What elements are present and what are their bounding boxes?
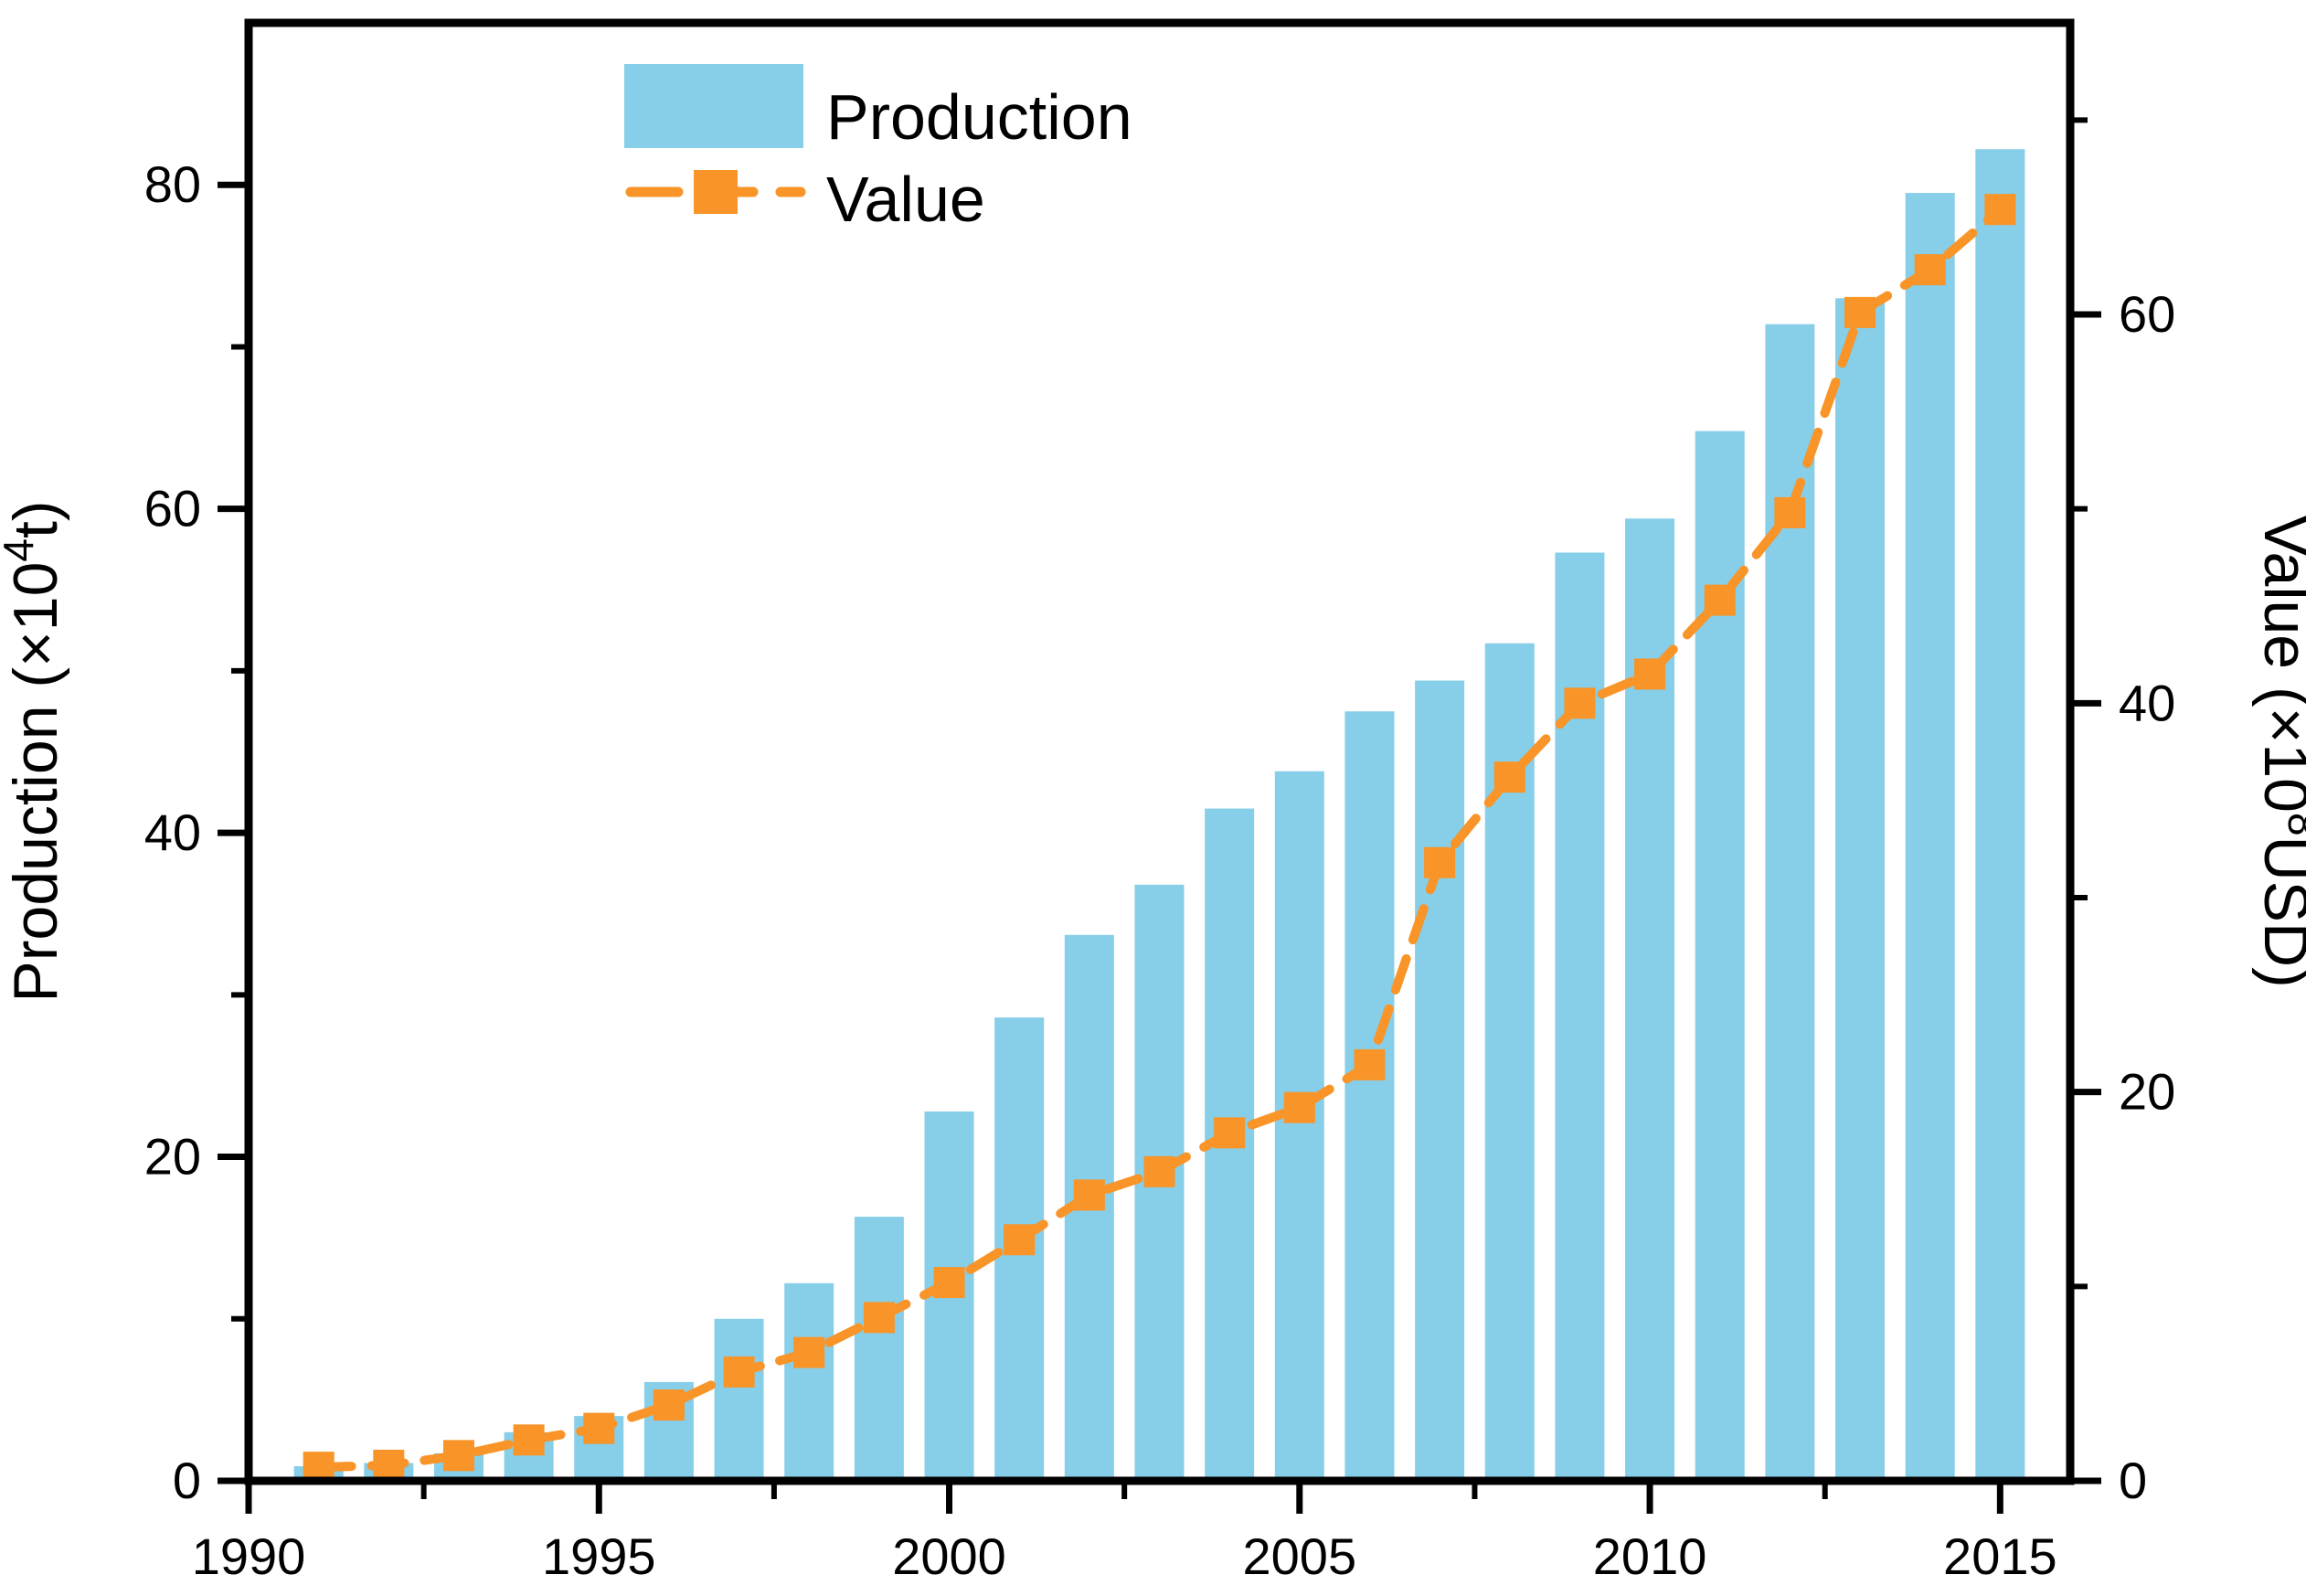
production-bar — [1344, 711, 1395, 1481]
value-marker — [1774, 496, 1806, 528]
left-tick-label: 40 — [144, 803, 201, 861]
x-tick-label: 1995 — [542, 1527, 656, 1585]
value-marker — [1564, 687, 1596, 719]
x-tick-label: 1990 — [192, 1527, 306, 1585]
legend-production-swatch — [624, 64, 803, 148]
production-bar — [784, 1282, 834, 1481]
value-marker — [513, 1424, 545, 1456]
x-tick-label: 2005 — [1243, 1527, 1357, 1585]
value-marker — [1073, 1179, 1105, 1211]
value-marker — [1634, 658, 1666, 690]
value-marker — [1844, 296, 1876, 328]
value-line-series — [303, 194, 2016, 1484]
value-marker — [653, 1389, 685, 1421]
x-tick-label: 2000 — [892, 1527, 1006, 1585]
production-bar — [1835, 298, 1886, 1481]
plot-border — [244, 18, 2075, 1485]
production-bar — [1975, 149, 2025, 1481]
left-tick-label: 0 — [173, 1452, 201, 1509]
value-marker — [1214, 1117, 1246, 1149]
left-tick-label: 80 — [144, 155, 201, 213]
left-tick-label: 60 — [144, 480, 201, 537]
value-marker — [933, 1267, 965, 1299]
value-marker — [793, 1336, 825, 1368]
value-marker — [373, 1449, 405, 1481]
x-tick-label: 2015 — [1943, 1527, 2057, 1585]
value-marker — [1984, 194, 2016, 226]
right-tick-label: 60 — [2119, 285, 2175, 343]
production-bar — [854, 1217, 904, 1481]
value-marker — [442, 1440, 474, 1472]
production-bar — [1415, 680, 1465, 1481]
left-tick-label: 20 — [144, 1128, 201, 1186]
right-axis-title: Value (×108USD) — [2251, 515, 2306, 988]
value-marker — [1704, 584, 1736, 616]
legend-value-label: Value — [826, 164, 985, 235]
value-marker — [583, 1412, 615, 1444]
value-marker — [1354, 1048, 1386, 1080]
legend-value-marker — [694, 170, 738, 214]
value-marker — [1004, 1224, 1036, 1256]
left-axis-title: Production (×104t) — [0, 500, 70, 1002]
value-marker — [1424, 846, 1456, 878]
right-tick-label: 20 — [2119, 1063, 2175, 1121]
right-tick-label: 0 — [2119, 1452, 2147, 1509]
axes: 1990 1995 2000 2005 2010 2015 0 20 40 60 80 0 20 40 60 — [144, 18, 2175, 1585]
value-marker — [863, 1302, 895, 1334]
value-marker — [1283, 1091, 1315, 1123]
production-bar — [1905, 193, 1955, 1481]
legend-production-label: Production — [826, 81, 1132, 153]
value-marker — [1493, 761, 1525, 793]
value-marker — [1914, 254, 1946, 286]
legend: Production Value — [624, 64, 1132, 235]
production-bars — [293, 149, 2025, 1482]
production-bar — [1274, 771, 1324, 1481]
x-tick-label: 2010 — [1593, 1527, 1707, 1585]
production-bar — [714, 1318, 764, 1481]
right-tick-label: 40 — [2119, 674, 2175, 731]
value-marker — [723, 1356, 755, 1388]
value-marker — [1143, 1155, 1175, 1187]
